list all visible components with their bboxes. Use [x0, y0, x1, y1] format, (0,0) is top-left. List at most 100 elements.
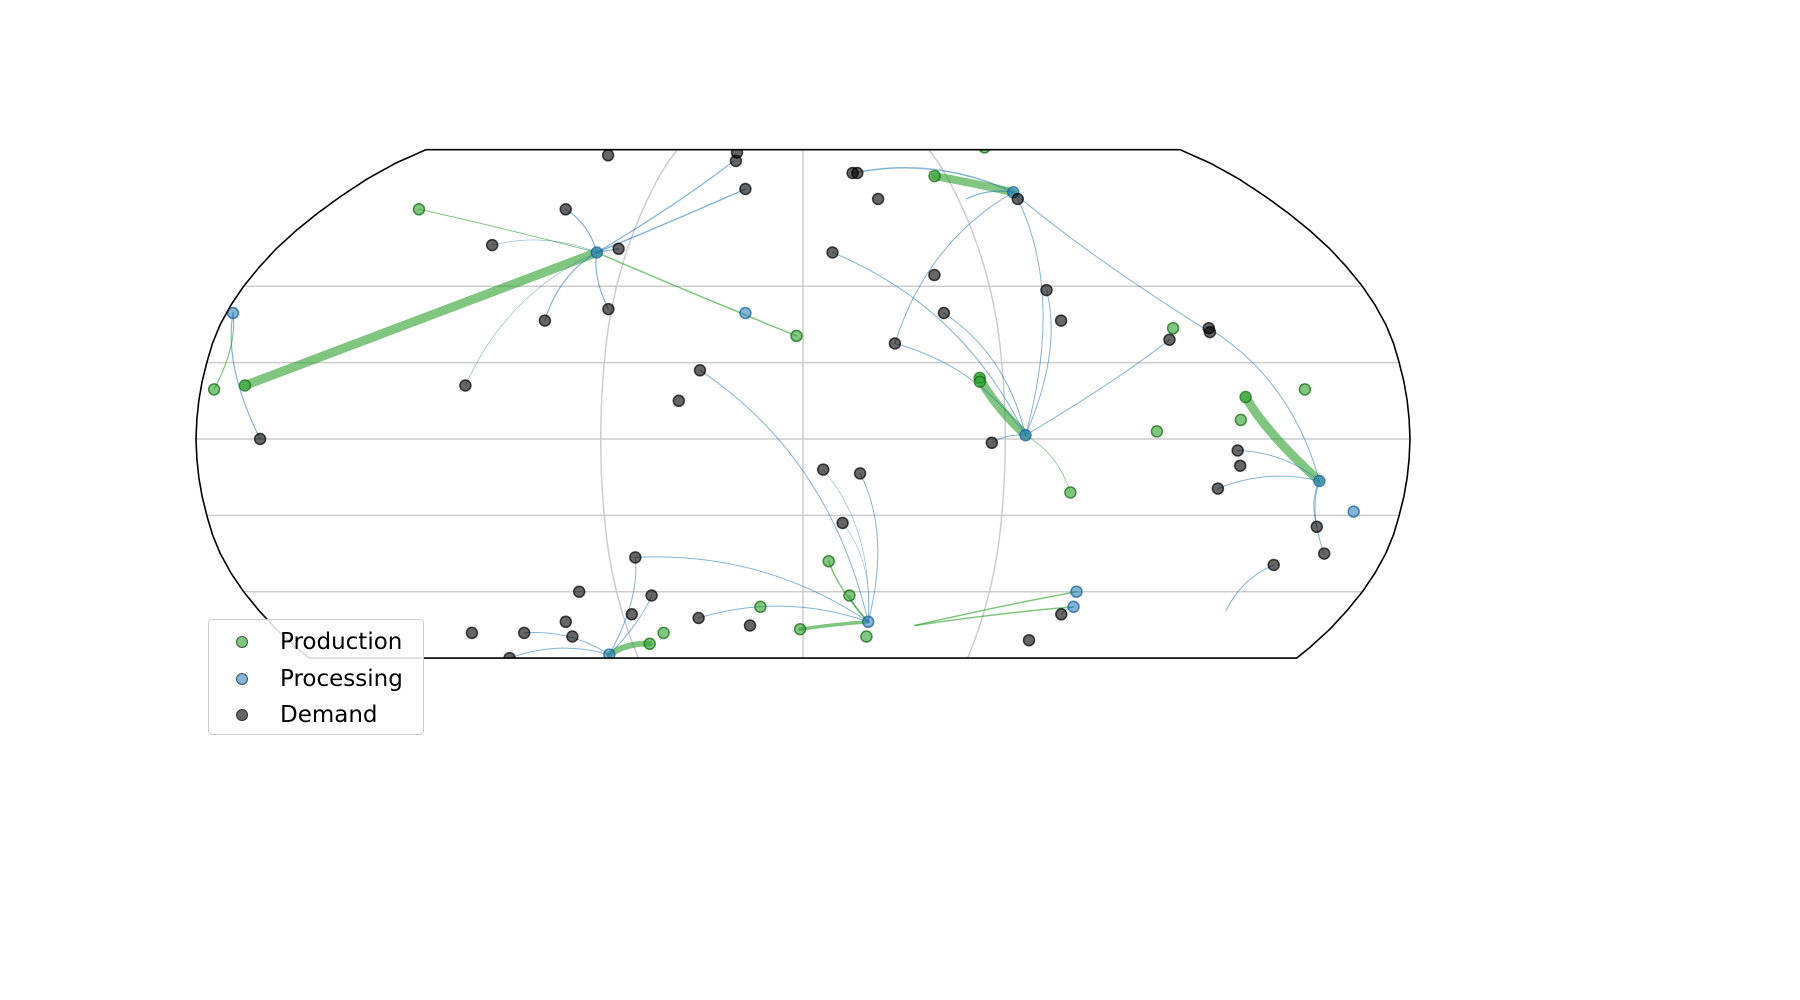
legend-item-production: Production — [209, 624, 423, 661]
demand-node — [485, 238, 499, 252]
processing-flow-line — [842, 522, 870, 623]
demand-node — [672, 394, 686, 408]
demand-node — [1231, 444, 1244, 457]
processing-flow-line — [943, 312, 1026, 436]
demand-node — [853, 467, 867, 480]
demand-node — [743, 619, 757, 632]
production-node — [412, 203, 426, 216]
processing-marker-icon — [236, 672, 248, 685]
production-flow-line — [1241, 392, 1324, 486]
processing-flow-line — [634, 556, 869, 623]
production-node — [793, 622, 807, 636]
demand-node — [465, 626, 479, 640]
processing-flow-line — [1025, 289, 1052, 436]
processing-flow-line — [1225, 564, 1275, 612]
production-node — [928, 169, 941, 183]
processing-node — [590, 246, 604, 259]
demand-node — [816, 463, 830, 476]
graticule-meridian — [599, 149, 696, 659]
processing-flow-line — [832, 252, 1026, 436]
processing-node — [1019, 428, 1032, 442]
legend-item-demand: Demand — [209, 697, 423, 734]
demand-node — [629, 551, 642, 564]
demand-node — [559, 615, 573, 629]
demand-node — [985, 436, 999, 450]
demand-node — [836, 516, 849, 530]
production-marker-icon — [236, 636, 248, 649]
demand-node — [888, 337, 902, 350]
legend-label-processing: Processing — [280, 665, 403, 692]
demand-node — [835, 660, 846, 671]
production-node — [1150, 425, 1164, 438]
processing-node — [861, 615, 875, 629]
demand-node — [1040, 283, 1053, 297]
production-node — [843, 589, 856, 602]
processing-flow-line — [608, 556, 637, 656]
processing-node — [1070, 585, 1083, 598]
processing-flow-line — [851, 167, 1015, 194]
legend: Production Processing Demand — [208, 619, 424, 735]
demand-node — [503, 651, 516, 659]
demand-node — [693, 364, 707, 377]
processing-flow-line — [465, 252, 598, 386]
production-flow-line — [930, 172, 1018, 197]
production-node — [1166, 321, 1180, 335]
production-node — [207, 383, 221, 396]
processing-flow-line — [596, 160, 735, 254]
processing-flow-line — [1237, 450, 1320, 482]
processing-flow-line — [509, 647, 610, 659]
production-node — [657, 626, 670, 640]
production-flow-line — [240, 248, 602, 390]
production-node — [860, 630, 873, 643]
production-flow-line — [596, 251, 798, 337]
processing-node — [1067, 600, 1080, 614]
demand-node — [1054, 314, 1068, 327]
production-flow-line — [798, 620, 870, 631]
demand-node — [1055, 608, 1068, 621]
demand-node — [625, 608, 639, 621]
demand-node — [826, 246, 839, 259]
production-flow-line — [914, 606, 1075, 627]
demand-node — [851, 166, 864, 180]
demand-node — [1011, 192, 1025, 206]
production-flow-line — [914, 590, 1078, 627]
nodes — [207, 149, 1360, 671]
processing-flow-line — [491, 239, 598, 253]
processing-flow-line — [894, 191, 1014, 344]
production-node — [1234, 413, 1248, 427]
demand-node — [1203, 325, 1217, 339]
processing-flow-line — [822, 469, 869, 623]
production-node — [1064, 486, 1077, 499]
processing-node — [739, 306, 752, 320]
demand-node — [1317, 547, 1331, 560]
demand-node — [253, 432, 267, 446]
demand-node — [566, 630, 579, 643]
demand-node — [559, 203, 572, 216]
demand-node — [645, 589, 658, 602]
processing-node — [1313, 474, 1326, 488]
legend-label-demand: Demand — [280, 702, 378, 729]
demand-marker-icon — [236, 709, 248, 722]
processing-flow-line — [595, 251, 609, 310]
production-flow-line — [213, 312, 235, 390]
demand-node — [871, 192, 885, 206]
processing-flow-line — [894, 343, 1026, 436]
processing-flow-line — [1217, 475, 1320, 490]
demand-node — [1211, 482, 1225, 495]
processing-flow-line — [699, 369, 869, 623]
demand-node — [572, 585, 586, 598]
processing-flow-line — [230, 312, 261, 440]
processing-flow-line — [698, 605, 869, 623]
demand-node — [739, 182, 752, 196]
demand-node — [1267, 558, 1280, 572]
demand-node — [538, 314, 552, 327]
legend-item-processing: Processing — [209, 661, 423, 698]
demand-node — [459, 379, 472, 392]
processing-flow-line — [1208, 327, 1320, 482]
graticule-meridian — [910, 149, 1007, 659]
production-node — [1239, 390, 1252, 404]
demand-node — [928, 268, 941, 282]
demand-node — [1163, 333, 1176, 346]
processing-flow-line — [859, 472, 879, 623]
